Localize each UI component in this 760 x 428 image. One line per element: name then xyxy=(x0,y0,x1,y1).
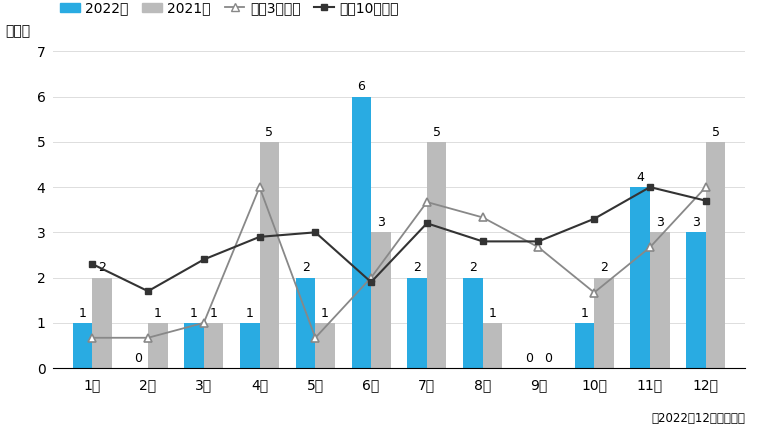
Bar xyxy=(575,323,594,368)
Text: 5: 5 xyxy=(711,126,720,139)
Text: 1: 1 xyxy=(489,307,496,320)
Text: 2: 2 xyxy=(600,262,608,274)
Bar xyxy=(706,142,725,368)
Text: 0: 0 xyxy=(135,352,142,365)
Bar xyxy=(631,187,650,368)
Text: 1: 1 xyxy=(246,307,254,320)
Text: 2: 2 xyxy=(469,262,477,274)
Bar xyxy=(184,323,204,368)
Bar xyxy=(463,278,483,368)
Bar xyxy=(371,232,391,368)
Text: 1: 1 xyxy=(210,307,217,320)
Text: 1: 1 xyxy=(321,307,329,320)
Text: 6: 6 xyxy=(357,80,366,93)
Bar xyxy=(427,142,446,368)
Bar xyxy=(240,323,260,368)
Text: 5: 5 xyxy=(265,126,274,139)
Text: 5: 5 xyxy=(432,126,441,139)
Text: 2: 2 xyxy=(98,262,106,274)
Text: 3: 3 xyxy=(377,216,385,229)
Bar xyxy=(260,142,279,368)
Text: 4: 4 xyxy=(636,171,644,184)
Bar xyxy=(407,278,427,368)
Text: 1: 1 xyxy=(78,307,87,320)
Bar xyxy=(148,323,167,368)
Text: 3: 3 xyxy=(692,216,700,229)
Text: 0: 0 xyxy=(524,352,533,365)
Text: 1: 1 xyxy=(581,307,588,320)
Text: 0: 0 xyxy=(544,352,553,365)
Text: 2: 2 xyxy=(302,262,309,274)
Bar xyxy=(483,323,502,368)
Bar xyxy=(296,278,315,368)
Bar xyxy=(92,278,112,368)
Text: 1: 1 xyxy=(154,307,162,320)
Text: （人）: （人） xyxy=(5,25,30,39)
Bar xyxy=(73,323,92,368)
Legend: 2022年, 2021年, 過去3年平均, 過去10年平均: 2022年, 2021年, 過去3年平均, 過去10年平均 xyxy=(60,1,399,15)
Bar xyxy=(315,323,335,368)
Text: （2022年12月末時点）: （2022年12月末時点） xyxy=(651,413,745,425)
Text: 3: 3 xyxy=(656,216,663,229)
Text: 1: 1 xyxy=(190,307,198,320)
Bar xyxy=(686,232,706,368)
Text: 2: 2 xyxy=(413,262,421,274)
Bar xyxy=(352,97,371,368)
Bar xyxy=(594,278,614,368)
Bar xyxy=(204,323,223,368)
Bar xyxy=(650,232,670,368)
